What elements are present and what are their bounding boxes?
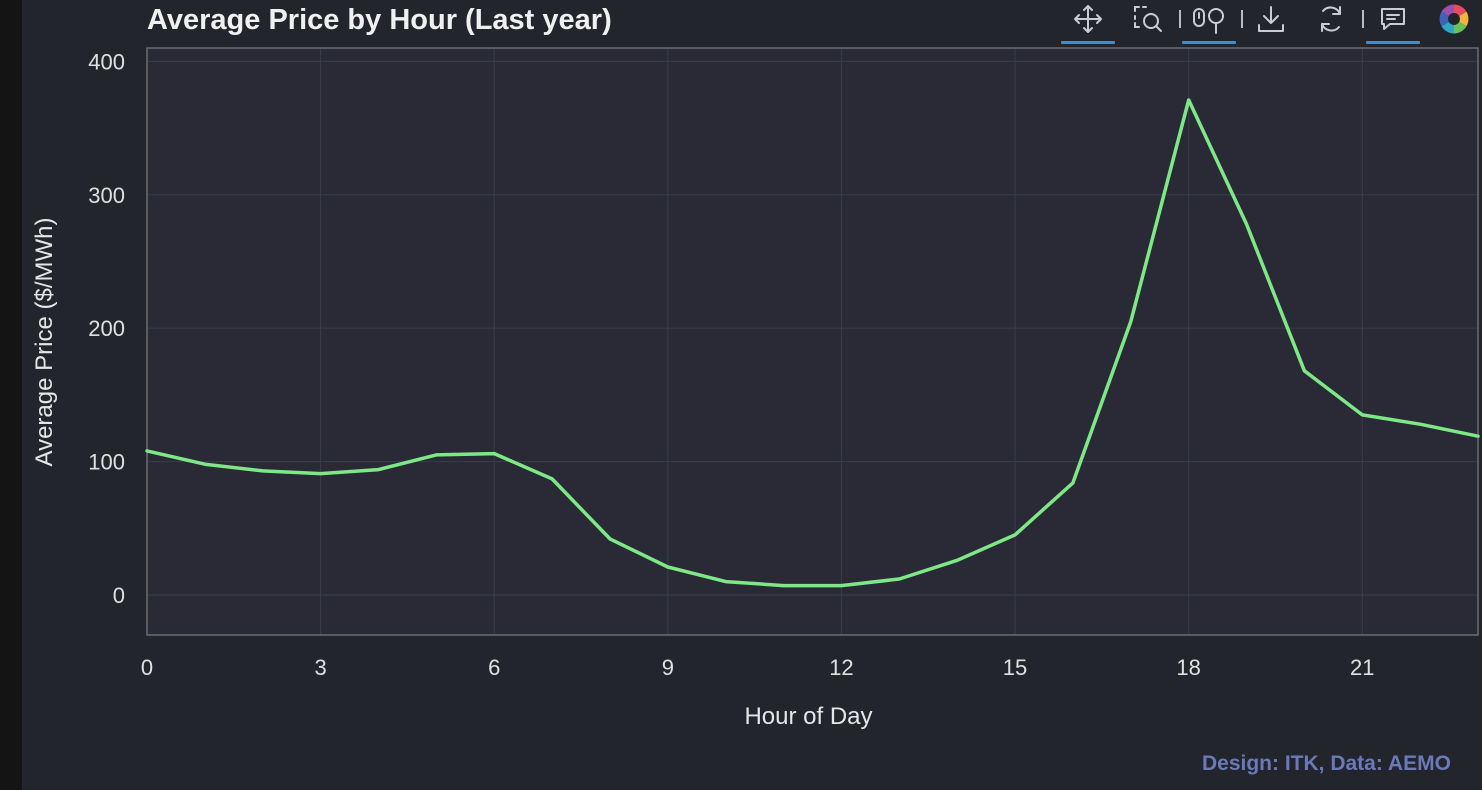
- toolbar-separator: [1362, 10, 1364, 28]
- x-tick-label: 3: [314, 655, 326, 680]
- reset-icon[interactable]: [1314, 2, 1348, 36]
- plot-border: [146, 47, 1479, 636]
- box-zoom-icon[interactable]: [1131, 2, 1165, 36]
- x-tick-label: 6: [488, 655, 500, 680]
- chart-toolbar: [1055, 0, 1482, 48]
- pan-icon[interactable]: [1061, 2, 1115, 44]
- y-tick-label: 100: [88, 450, 125, 475]
- toolbar-separator: [1179, 10, 1181, 28]
- save-icon[interactable]: [1254, 2, 1288, 36]
- price-line[interactable]: [145, 98, 1480, 588]
- y-axis-label: Average Price ($/MWh): [31, 218, 58, 467]
- hover-icon[interactable]: [1366, 2, 1420, 44]
- y-tick-label: 0: [113, 583, 125, 608]
- x-tick-label: 21: [1350, 655, 1374, 680]
- wheel-zoom-icon[interactable]: [1182, 2, 1236, 44]
- x-axis-label: Hour of Day: [744, 703, 872, 730]
- x-tick-label: 0: [141, 655, 153, 680]
- y-tick-label: 200: [88, 316, 125, 341]
- chart-title: Average Price by Hour (Last year): [147, 4, 612, 36]
- y-tick-label: 400: [88, 49, 125, 74]
- plot-area[interactable]: [147, 48, 1478, 635]
- toolbar-separator: [1241, 10, 1243, 28]
- y-tick-label: 300: [88, 183, 125, 208]
- bokeh-logo-icon[interactable]: [1437, 2, 1471, 36]
- x-tick-label: 9: [662, 655, 674, 680]
- x-tick-label: 18: [1176, 655, 1200, 680]
- credit-text: Design: ITK, Data: AEMO: [1202, 752, 1451, 775]
- x-tick-label: 15: [1003, 655, 1027, 680]
- x-tick-label: 12: [829, 655, 853, 680]
